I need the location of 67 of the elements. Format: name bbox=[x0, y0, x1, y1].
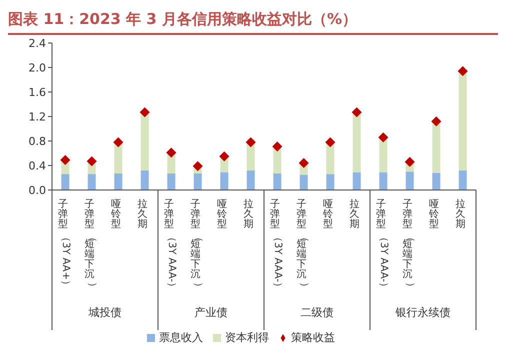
x-tick-label: 子弹型（短端下沉） bbox=[296, 199, 310, 292]
y-tick-label: 0.8 bbox=[28, 134, 46, 148]
bar bbox=[167, 173, 176, 190]
point bbox=[166, 148, 176, 158]
x-tick-label: 拉久期 bbox=[243, 198, 254, 230]
legend-label: 票息收入 bbox=[159, 331, 203, 344]
legend-label: 资本利得 bbox=[225, 331, 269, 344]
x-tick-label: 拉久期 bbox=[137, 198, 148, 230]
bar bbox=[88, 174, 96, 190]
bar bbox=[352, 172, 361, 190]
bar bbox=[114, 173, 122, 190]
text: 二级债 bbox=[300, 306, 334, 319]
legend-label: 策略收益 bbox=[291, 331, 335, 344]
bar bbox=[300, 174, 308, 190]
y-tick-label: 1.2 bbox=[28, 110, 46, 124]
bar bbox=[406, 172, 414, 190]
point bbox=[219, 151, 230, 162]
x-tick-label: 哑铃型 bbox=[428, 199, 439, 230]
x-tick-label: 子弹型（短端下沉） bbox=[190, 199, 204, 292]
bar bbox=[432, 172, 440, 190]
x-tick-label: 子弹型（短端下沉） bbox=[84, 199, 98, 292]
x-tick-label: 拉久期 bbox=[455, 198, 466, 230]
point bbox=[140, 107, 150, 118]
y-tick-label: 2.0 bbox=[28, 61, 46, 74]
y-tick-label: 1.6 bbox=[28, 86, 46, 99]
y-tick-label: 0.0 bbox=[28, 184, 46, 197]
x-tick-label: 子弹型（短端下沉） bbox=[402, 199, 416, 292]
point bbox=[298, 158, 309, 168]
point bbox=[60, 154, 70, 165]
bar bbox=[458, 170, 467, 190]
y-tick-label: 0.4 bbox=[28, 159, 46, 172]
bar bbox=[352, 110, 361, 172]
point bbox=[378, 132, 388, 142]
point bbox=[113, 137, 124, 148]
point bbox=[86, 156, 97, 166]
point bbox=[431, 116, 442, 126]
bar bbox=[194, 173, 202, 190]
point bbox=[192, 161, 203, 172]
bar bbox=[273, 173, 282, 190]
point bbox=[458, 66, 468, 76]
point bbox=[325, 137, 336, 148]
text: 城投债 bbox=[88, 306, 122, 319]
point bbox=[246, 137, 256, 148]
bar bbox=[220, 172, 228, 190]
x-tick-label: 哑铃型 bbox=[110, 199, 121, 230]
y-tick-label: 2.4 bbox=[28, 36, 46, 50]
text: 银行永续债 bbox=[394, 306, 450, 319]
x-tick-label: 哑铃型 bbox=[322, 199, 333, 230]
x-tick-label: 哑铃型 bbox=[216, 199, 227, 230]
chart-title: 图表 11：2023 年 3 月各信用策略收益对比（%） bbox=[8, 8, 498, 35]
bar bbox=[61, 174, 70, 190]
x-tick-label: 子弹型（3Y AA+） bbox=[58, 199, 71, 290]
point bbox=[352, 107, 362, 118]
bar bbox=[458, 70, 467, 170]
x-tick-label: 子弹型（3Y AAA-） bbox=[164, 199, 177, 292]
point bbox=[404, 156, 415, 167]
bar bbox=[140, 170, 149, 190]
bar bbox=[432, 120, 440, 173]
bar bbox=[379, 172, 388, 190]
text: 产业债 bbox=[194, 306, 228, 319]
bar bbox=[140, 112, 149, 170]
x-tick-label: 子弹型（3Y AAA-） bbox=[376, 199, 389, 292]
x-tick-label: 子弹型（3Y AAA-） bbox=[270, 199, 283, 292]
x-tick-label: 拉久期 bbox=[349, 198, 360, 230]
point bbox=[272, 142, 282, 152]
bar bbox=[326, 174, 334, 190]
bar bbox=[246, 170, 255, 190]
